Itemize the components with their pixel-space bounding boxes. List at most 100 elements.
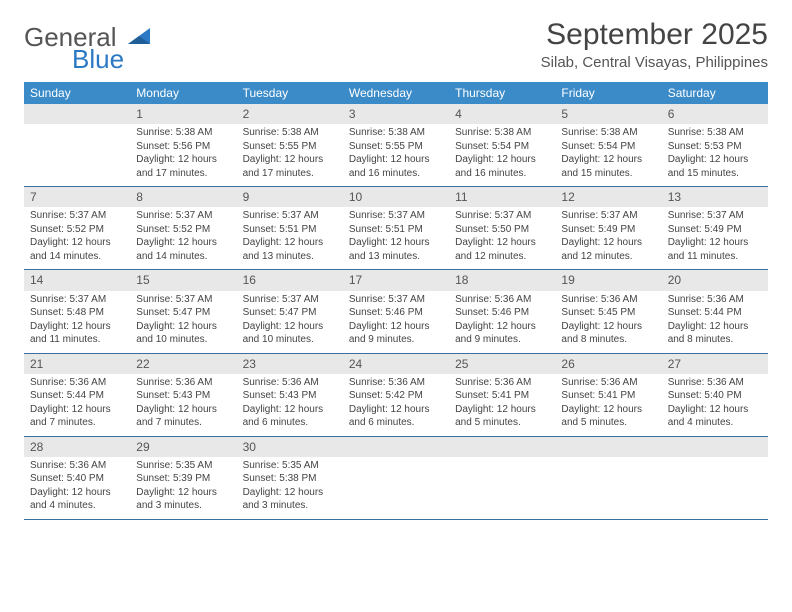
day-detail-line: Daylight: 12 hours and 4 minutes.	[30, 486, 124, 513]
day-detail-line: Daylight: 12 hours and 3 minutes.	[136, 486, 230, 513]
weekday-header: SundayMondayTuesdayWednesdayThursdayFrid…	[24, 82, 768, 104]
triangle-icon	[128, 26, 152, 51]
day-number: 3	[343, 104, 449, 124]
day-cell: Sunrise: 5:38 AMSunset: 5:56 PMDaylight:…	[130, 124, 236, 187]
day-number: 11	[449, 187, 555, 208]
day-detail-line: Sunrise: 5:36 AM	[243, 376, 337, 390]
day-cell: Sunrise: 5:36 AMSunset: 5:42 PMDaylight:…	[343, 374, 449, 437]
day-detail-line: Sunset: 5:46 PM	[349, 306, 443, 320]
day-cell: Sunrise: 5:36 AMSunset: 5:40 PMDaylight:…	[24, 457, 130, 520]
day-cell	[449, 457, 555, 520]
day-detail-line: Sunset: 5:48 PM	[30, 306, 124, 320]
day-number: 20	[662, 270, 768, 291]
day-cell: Sunrise: 5:38 AMSunset: 5:53 PMDaylight:…	[662, 124, 768, 187]
day-cell	[343, 457, 449, 520]
header: General Blue September 2025 Silab, Centr…	[24, 18, 768, 72]
day-detail-line: Sunset: 5:42 PM	[349, 389, 443, 403]
day-number: 27	[662, 353, 768, 374]
day-number: 9	[237, 187, 343, 208]
day-detail-line: Sunrise: 5:36 AM	[561, 293, 655, 307]
day-detail-line: Sunrise: 5:36 AM	[561, 376, 655, 390]
day-detail-line: Daylight: 12 hours and 11 minutes.	[30, 320, 124, 347]
day-number: 15	[130, 270, 236, 291]
day-detail-line: Daylight: 12 hours and 10 minutes.	[243, 320, 337, 347]
day-cell: Sunrise: 5:37 AMSunset: 5:49 PMDaylight:…	[662, 207, 768, 270]
day-detail-line: Sunrise: 5:36 AM	[455, 293, 549, 307]
daynum-row: 123456	[24, 104, 768, 124]
day-number: 30	[237, 436, 343, 457]
day-cell: Sunrise: 5:36 AMSunset: 5:44 PMDaylight:…	[24, 374, 130, 437]
day-cell: Sunrise: 5:36 AMSunset: 5:45 PMDaylight:…	[555, 291, 661, 354]
day-detail-line: Sunset: 5:39 PM	[136, 472, 230, 486]
day-detail-line: Sunrise: 5:37 AM	[136, 293, 230, 307]
day-detail-line: Daylight: 12 hours and 6 minutes.	[349, 403, 443, 430]
day-detail-line: Sunrise: 5:37 AM	[136, 209, 230, 223]
content-row: Sunrise: 5:36 AM Sunset: 5:44 PM Daylight:…	[24, 374, 768, 437]
weekday-thursday: Thursday	[449, 82, 555, 104]
day-detail-line: Sunset: 5:55 PM	[243, 140, 337, 154]
day-detail-line: Sunset: 5:45 PM	[561, 306, 655, 320]
daynum-row: 282930	[24, 436, 768, 457]
day-detail-line: Sunrise: 5:38 AM	[136, 126, 230, 140]
day-cell: Sunrise: 5:38 AMSunset: 5:54 PMDaylight:…	[555, 124, 661, 187]
day-cell	[662, 457, 768, 520]
day-detail-line: Daylight: 12 hours and 16 minutes.	[349, 153, 443, 180]
day-detail-line: Daylight: 12 hours and 12 minutes.	[561, 236, 655, 263]
day-cell: Sunrise: 5:37 AMSunset: 5:46 PMDaylight:…	[343, 291, 449, 354]
day-cell: Sunrise: 5:38 AMSunset: 5:55 PMDaylight:…	[343, 124, 449, 187]
weekday-friday: Friday	[555, 82, 661, 104]
day-detail-line: Sunrise: 5:37 AM	[668, 209, 762, 223]
day-cell: Sunrise: 5:37 AMSunset: 5:51 PMDaylight:…	[343, 207, 449, 270]
day-detail-line: Sunset: 5:44 PM	[30, 389, 124, 403]
day-number: 12	[555, 187, 661, 208]
day-detail-line: Sunset: 5:55 PM	[349, 140, 443, 154]
day-number: 5	[555, 104, 661, 124]
day-detail-line: Sunrise: 5:36 AM	[136, 376, 230, 390]
day-number: 4	[449, 104, 555, 124]
day-detail-line: Daylight: 12 hours and 14 minutes.	[30, 236, 124, 263]
day-number	[662, 436, 768, 457]
day-number: 18	[449, 270, 555, 291]
day-detail-line: Sunrise: 5:38 AM	[243, 126, 337, 140]
day-detail-line: Sunset: 5:43 PM	[243, 389, 337, 403]
day-detail-line: Daylight: 12 hours and 12 minutes.	[455, 236, 549, 263]
day-detail-line: Sunset: 5:46 PM	[455, 306, 549, 320]
day-detail-line: Daylight: 12 hours and 8 minutes.	[668, 320, 762, 347]
calendar-page: General Blue September 2025 Silab, Centr…	[0, 0, 792, 538]
day-cell: Sunrise: 5:37 AMSunset: 5:52 PMDaylight:…	[130, 207, 236, 270]
day-detail-line: Sunrise: 5:37 AM	[455, 209, 549, 223]
month-title: September 2025	[541, 18, 768, 52]
day-cell: Sunrise: 5:36 AMSunset: 5:41 PMDaylight:…	[449, 374, 555, 437]
day-detail-line: Sunrise: 5:37 AM	[349, 209, 443, 223]
day-cell: Sunrise: 5:36 AMSunset: 5:44 PMDaylight:…	[662, 291, 768, 354]
day-number: 8	[130, 187, 236, 208]
day-detail-line: Daylight: 12 hours and 9 minutes.	[455, 320, 549, 347]
day-number: 17	[343, 270, 449, 291]
day-detail-line: Sunrise: 5:36 AM	[455, 376, 549, 390]
day-detail-line: Sunset: 5:50 PM	[455, 223, 549, 237]
day-detail-line: Sunrise: 5:37 AM	[561, 209, 655, 223]
logo: General Blue	[24, 24, 152, 72]
day-detail-line: Daylight: 12 hours and 5 minutes.	[561, 403, 655, 430]
day-detail-line: Sunrise: 5:36 AM	[349, 376, 443, 390]
day-detail-line: Sunset: 5:40 PM	[30, 472, 124, 486]
day-cell: Sunrise: 5:36 AMSunset: 5:46 PMDaylight:…	[449, 291, 555, 354]
day-detail-line: Sunset: 5:56 PM	[136, 140, 230, 154]
day-detail-line: Sunrise: 5:36 AM	[30, 459, 124, 473]
calendar-table: SundayMondayTuesdayWednesdayThursdayFrid…	[24, 82, 768, 520]
day-detail-line: Sunset: 5:47 PM	[136, 306, 230, 320]
weekday-saturday: Saturday	[662, 82, 768, 104]
day-number: 1	[130, 104, 236, 124]
day-number	[449, 436, 555, 457]
day-cell: Sunrise: 5:37 AMSunset: 5:47 PMDaylight:…	[130, 291, 236, 354]
day-cell: Sunrise: 5:37 AMSunset: 5:51 PMDaylight:…	[237, 207, 343, 270]
day-cell: Sunrise: 5:37 AMSunset: 5:47 PMDaylight:…	[237, 291, 343, 354]
day-number: 29	[130, 436, 236, 457]
day-detail-line: Daylight: 12 hours and 17 minutes.	[136, 153, 230, 180]
day-cell: Sunrise: 5:36 AMSunset: 5:40 PMDaylight:…	[662, 374, 768, 437]
day-number: 7	[24, 187, 130, 208]
day-detail-line: Sunset: 5:40 PM	[668, 389, 762, 403]
day-number: 6	[662, 104, 768, 124]
day-cell: Sunrise: 5:38 AMSunset: 5:55 PMDaylight:…	[237, 124, 343, 187]
day-cell: Sunrise: 5:37 AMSunset: 5:50 PMDaylight:…	[449, 207, 555, 270]
